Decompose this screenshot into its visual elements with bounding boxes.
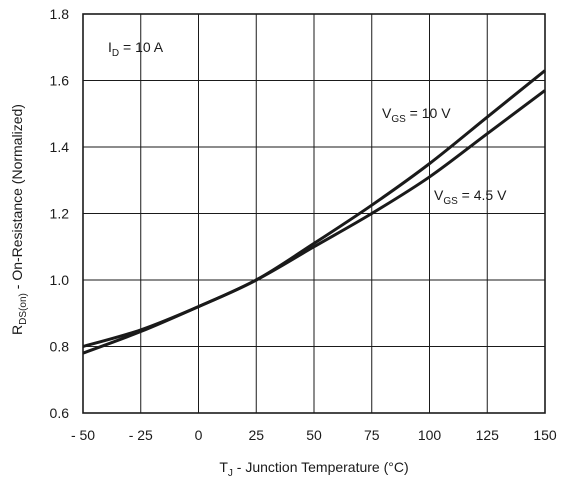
x-axis-title: TJ - Junction Temperature (°C) xyxy=(219,459,408,479)
x-tick-label: - 25 xyxy=(129,427,153,443)
y-tick-label: 1.0 xyxy=(50,272,70,288)
annotation-vgs-10v-sub: GS xyxy=(391,114,406,125)
y-axis-title: RDS(on) - On-Resistance (Normalized) xyxy=(9,104,29,335)
x-axis-title-main: T xyxy=(219,459,228,475)
y-tick-label: 1.2 xyxy=(50,206,70,222)
annotation-vgs-4-5v-main: V xyxy=(434,187,444,203)
y-axis-title-rest: - On-Resistance (Normalized) xyxy=(9,104,25,293)
series-line-vgs-4-5v xyxy=(82,89,546,348)
y-tick-label: 1.8 xyxy=(50,6,70,22)
y-tick-label: 0.6 xyxy=(50,405,70,421)
x-tick-label: 150 xyxy=(533,427,557,443)
x-axis-title-rest: - Junction Temperature (°C) xyxy=(233,459,409,475)
x-tick-label: 25 xyxy=(248,427,264,443)
y-tick-label: 1.6 xyxy=(50,73,70,89)
x-tick-label: - 50 xyxy=(71,427,95,443)
annotation-id-rest: = 10 A xyxy=(119,39,164,55)
x-tick-label: 0 xyxy=(195,427,203,443)
x-tick-label: 100 xyxy=(418,427,442,443)
x-tick-label: 50 xyxy=(306,427,322,443)
grid xyxy=(83,14,545,413)
annotation-vgs-4-5v-rest: = 4.5 V xyxy=(458,187,507,203)
y-axis-title-sub: DS(on) xyxy=(18,293,29,325)
plot-frame xyxy=(82,13,546,414)
x-axis-title-sub: J xyxy=(228,468,233,479)
annotation-id-sub: D xyxy=(112,48,119,59)
annotation-id-main: I xyxy=(108,39,112,55)
annotation-vgs-10v: VGS = 10 V xyxy=(382,105,451,125)
y-axis-title-main: R xyxy=(9,325,25,335)
annotation-id: ID = 10 A xyxy=(108,39,164,59)
y-tick-labels: 0.6 0.8 1.0 1.2 1.4 1.6 1.8 xyxy=(50,6,70,421)
annotation-vgs-4-5v-sub: GS xyxy=(443,196,458,207)
x-tick-labels: - 50 - 25 0 25 50 75 100 125 150 xyxy=(71,427,557,443)
series-group xyxy=(82,69,546,355)
y-tick-label: 0.8 xyxy=(50,339,70,355)
y-tick-label: 1.4 xyxy=(50,139,70,155)
annotation-vgs-4-5v: VGS = 4.5 V xyxy=(434,187,507,207)
x-tick-label: 125 xyxy=(476,427,500,443)
x-tick-label: 75 xyxy=(364,427,380,443)
annotation-vgs-10v-rest: = 10 V xyxy=(406,105,451,121)
annotation-vgs-10v-main: V xyxy=(382,105,392,121)
